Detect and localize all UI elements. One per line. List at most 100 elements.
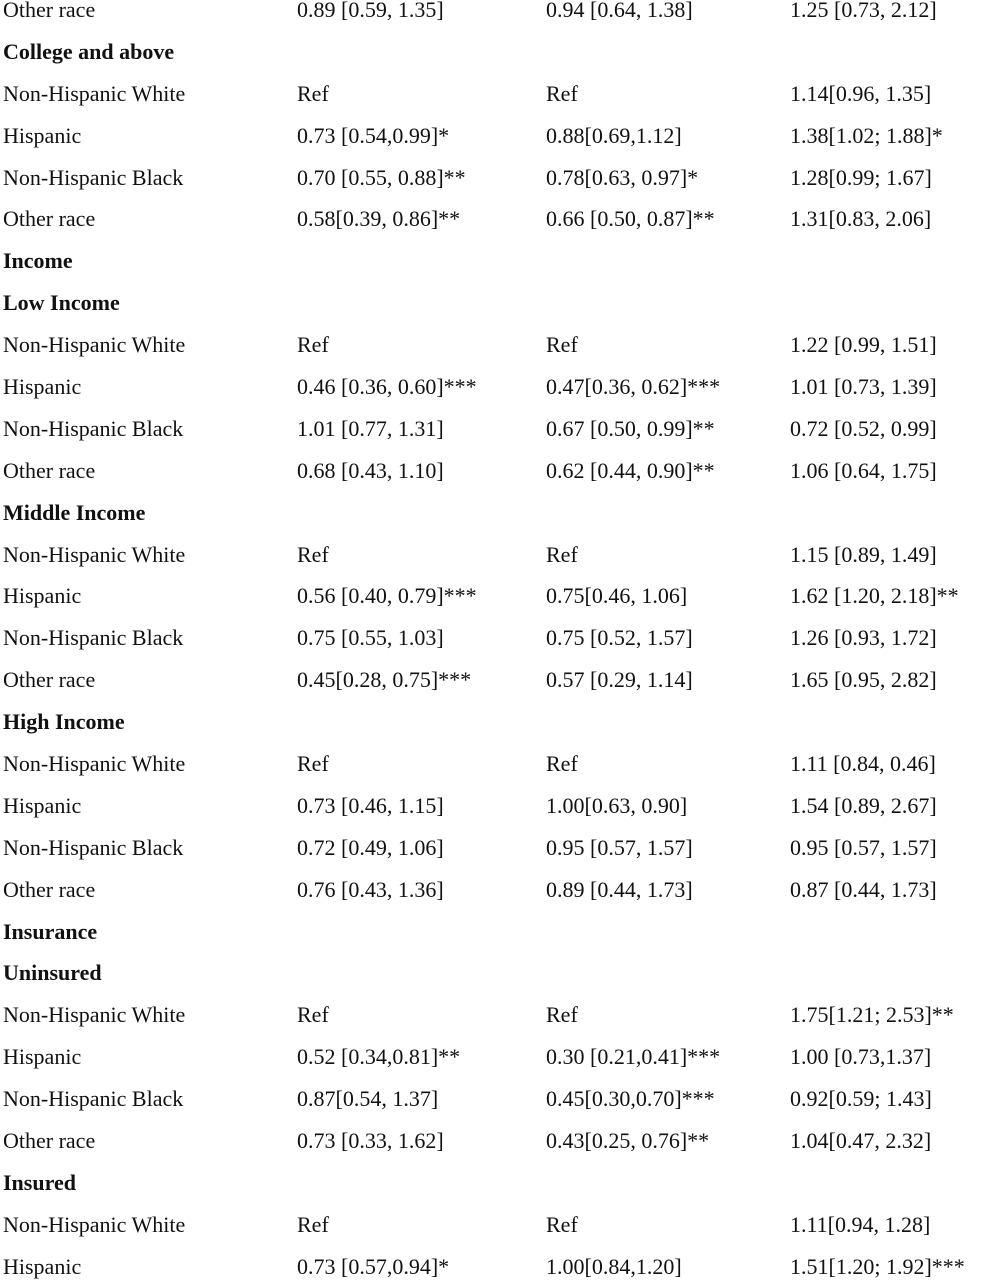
column-1-value: 0.58[0.39, 0.86]**	[297, 206, 461, 232]
column-3-value: 1.22 [0.99, 1.51]	[790, 332, 937, 358]
column-3-value: 1.06 [0.64, 1.75]	[790, 457, 937, 483]
table-row: Non-Hispanic Black 0.87[0.54, 1.37] 0.45[0…	[0, 1078, 982, 1120]
table-row: Hispanic 0.73 [0.54,0.99]* 0.88[0.69,1.12]…	[0, 115, 982, 157]
section-heading: High Income	[3, 709, 125, 735]
row-label: Non-Hispanic White	[3, 1002, 186, 1028]
column-1-value: 0.73 [0.54,0.99]*	[297, 122, 450, 148]
column-3-value: 0.72 [0.52, 0.99]	[790, 415, 937, 441]
row-label: Other race	[3, 1128, 96, 1154]
section-heading: Income	[3, 248, 73, 274]
section-heading: Insured	[3, 1169, 76, 1195]
table-row: Other race 0.76 [0.43, 1.36] 0.89 [0.44, 1…	[0, 869, 982, 911]
table-row: Non-Hispanic White Ref Ref 1.11 [0.84, 0.46…	[0, 743, 982, 785]
table-row: Non-Hispanic Black 1.01 [0.77, 1.31] 0.67 …	[0, 408, 982, 450]
column-2-value: 0.45[0.30,0.70]***	[546, 1086, 715, 1112]
section-heading-row: Income	[0, 240, 982, 282]
column-3-value: 0.95 [0.57, 1.57]	[790, 834, 937, 860]
column-1-value: 0.73 [0.33, 1.62]	[297, 1128, 444, 1154]
column-2-value: Ref	[546, 751, 578, 777]
table-row: Hispanic 0.46 [0.36, 0.60]*** 0.47[0.36, 0…	[0, 366, 982, 408]
column-3-value: 1.28[0.99; 1.67]	[790, 164, 932, 190]
section-heading-row: Uninsured	[0, 952, 982, 994]
column-2-value: 0.43[0.25, 0.76]**	[546, 1128, 710, 1154]
table-row: Non-Hispanic White Ref Ref 1.11[0.94, 1.28]	[0, 1204, 982, 1246]
section-heading: Insurance	[3, 918, 98, 944]
column-3-value: 1.65 [0.95, 2.82]	[790, 667, 937, 693]
column-3-value: 1.11[0.94, 1.28]	[790, 1211, 931, 1237]
column-1-value: Ref	[297, 1211, 329, 1237]
row-label: Non-Hispanic Black	[3, 1086, 184, 1112]
row-label: Non-Hispanic White	[3, 751, 186, 777]
column-2-value: 0.89 [0.44, 1.73]	[546, 876, 693, 902]
row-label: Non-Hispanic Black	[3, 164, 184, 190]
column-1-value: Ref	[297, 332, 329, 358]
column-2-value: Ref	[546, 80, 578, 106]
column-2-value: 0.95 [0.57, 1.57]	[546, 834, 693, 860]
section-heading: Uninsured	[3, 960, 102, 986]
column-2-value: 1.00[0.63, 0.90]	[546, 792, 688, 818]
column-2-value: 0.75[0.46, 1.06]	[546, 583, 688, 609]
column-1-value: Ref	[297, 751, 329, 777]
table-row: Other race 0.73 [0.33, 1.62] 0.43[0.25, 0.…	[0, 1120, 982, 1162]
table-row: Other race 0.68 [0.43, 1.10] 0.62 [0.44, 0…	[0, 450, 982, 492]
row-label: Hispanic	[3, 792, 82, 818]
row-label: Non-Hispanic White	[3, 332, 186, 358]
column-3-value: 1.11 [0.84, 0.46]	[790, 751, 936, 777]
column-1-value: Ref	[297, 541, 329, 567]
row-label: Non-Hispanic White	[3, 80, 186, 106]
column-2-value: Ref	[546, 541, 578, 567]
row-label: Non-Hispanic Black	[3, 834, 184, 860]
column-2-value: Ref	[546, 332, 578, 358]
section-heading: Low Income	[3, 290, 120, 316]
column-2-value: 0.66 [0.50, 0.87]**	[546, 206, 715, 232]
column-2-value: 0.30 [0.21,0.41]***	[546, 1044, 721, 1070]
row-label: Other race	[3, 0, 96, 22]
column-1-value: 0.68 [0.43, 1.10]	[297, 457, 444, 483]
column-2-value: 0.62 [0.44, 0.90]**	[546, 457, 715, 483]
column-3-value: 1.38[1.02; 1.88]*	[790, 122, 943, 148]
column-2-value: 0.88[0.69,1.12]	[546, 122, 682, 148]
table-row: Hispanic 0.73 [0.57,0.94]* 1.00[0.84,1.20]…	[0, 1246, 982, 1288]
table-row: Non-Hispanic Black 0.70 [0.55, 0.88]** 0.7…	[0, 157, 982, 199]
column-3-value: 1.54 [0.89, 2.67]	[790, 792, 937, 818]
row-label: Other race	[3, 206, 96, 232]
table-row: Non-Hispanic Black 0.72 [0.49, 1.06] 0.95 …	[0, 827, 982, 869]
column-1-value: 0.45[0.28, 0.75]***	[297, 667, 472, 693]
column-3-value: 1.26 [0.93, 1.72]	[790, 625, 937, 651]
column-3-value: 1.62 [1.20, 2.18]**	[790, 583, 959, 609]
section-heading-row: Middle Income	[0, 492, 982, 534]
column-1-value: Ref	[297, 1002, 329, 1028]
section-heading: College and above	[3, 38, 175, 64]
column-1-value: 0.52 [0.34,0.81]**	[297, 1044, 461, 1070]
column-3-value: 1.25 [0.73, 2.12]	[790, 0, 937, 22]
column-3-value: 1.14[0.96, 1.35]	[790, 80, 932, 106]
column-1-value: 1.01 [0.77, 1.31]	[297, 415, 444, 441]
row-label: Hispanic	[3, 122, 82, 148]
table-row: Non-Hispanic White Ref Ref 1.14[0.96, 1.35]	[0, 73, 982, 115]
section-heading-row: College and above	[0, 31, 982, 73]
row-label: Other race	[3, 667, 96, 693]
table-row: Non-Hispanic White Ref Ref 1.75[1.21; 2.53]…	[0, 994, 982, 1036]
table-row: Hispanic 0.73 [0.46, 1.15] 1.00[0.63, 0.90…	[0, 785, 982, 827]
row-label: Non-Hispanic Black	[3, 625, 184, 651]
column-3-value: 1.15 [0.89, 1.49]	[790, 541, 937, 567]
table-row: Non-Hispanic Black 0.75 [0.55, 1.03] 0.75 …	[0, 617, 982, 659]
section-heading-row: High Income	[0, 701, 982, 743]
section-heading-row: Insured	[0, 1162, 982, 1204]
column-3-value: 1.31[0.83, 2.06]	[790, 206, 932, 232]
column-2-value: 0.67 [0.50, 0.99]**	[546, 415, 715, 441]
column-2-value: 0.75 [0.52, 1.57]	[546, 625, 693, 651]
column-2-value: 1.00[0.84,1.20]	[546, 1253, 682, 1279]
column-3-value: 1.51[1.20; 1.92]***	[790, 1253, 965, 1279]
column-3-value: 1.01 [0.73, 1.39]	[790, 374, 937, 400]
column-1-value: 0.46 [0.36, 0.60]***	[297, 374, 477, 400]
column-1-value: 0.87[0.54, 1.37]	[297, 1086, 439, 1112]
table-row: Non-Hispanic White Ref Ref 1.22 [0.99, 1.51…	[0, 324, 982, 366]
column-3-value: 1.75[1.21; 2.53]**	[790, 1002, 954, 1028]
table-row: Non-Hispanic White Ref Ref 1.15 [0.89, 1.49…	[0, 534, 982, 576]
table-row: Other race 0.89 [0.59, 1.35] 0.94 [0.64, 1…	[0, 0, 982, 31]
section-heading-row: Insurance	[0, 911, 982, 953]
column-2-value: Ref	[546, 1211, 578, 1237]
row-label: Hispanic	[3, 1253, 82, 1279]
